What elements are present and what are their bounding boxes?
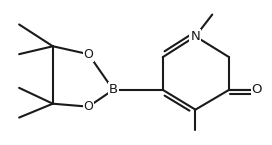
Text: B: B: [109, 83, 118, 96]
Text: N: N: [191, 30, 200, 43]
Text: O: O: [84, 100, 93, 113]
Text: O: O: [252, 83, 262, 96]
Text: O: O: [84, 48, 93, 61]
